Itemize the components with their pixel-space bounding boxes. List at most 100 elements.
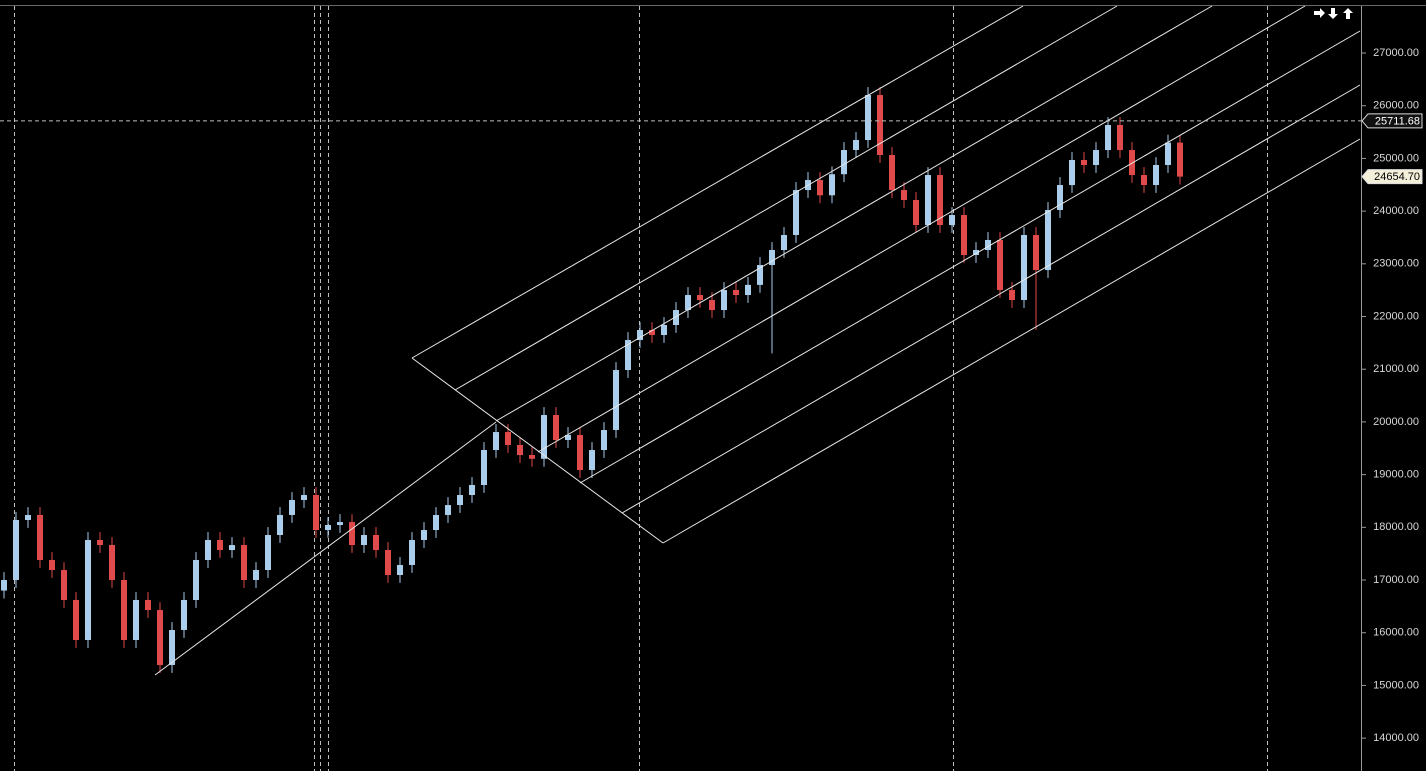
candle-body	[745, 284, 751, 296]
candle-body	[913, 199, 919, 226]
candle-body	[661, 325, 667, 336]
candle-body	[733, 290, 739, 296]
candle-body	[193, 559, 199, 600]
candle-body	[865, 95, 871, 141]
candle-body	[1165, 142, 1171, 166]
candle-body	[829, 174, 835, 196]
candle-body	[721, 290, 727, 311]
candle-body	[397, 564, 403, 576]
candle-body	[613, 370, 619, 431]
arrow-right[interactable]	[1314, 8, 1325, 18]
trend-line	[154, 421, 497, 676]
y-tick-label: 27000.00	[1373, 47, 1419, 59]
candle-body	[577, 434, 583, 471]
candle-body	[301, 495, 307, 501]
price-marker	[1361, 113, 1423, 129]
y-tick-label: 25000.00	[1373, 152, 1419, 164]
candle-body	[217, 540, 223, 551]
pitchfork[interactable]	[154, 5, 1361, 676]
y-tick-label: 21000.00	[1373, 363, 1419, 375]
candle-body	[349, 522, 355, 546]
candle-body	[313, 495, 319, 531]
candle-body	[961, 215, 967, 256]
candle-body	[625, 340, 631, 371]
candle-body	[673, 310, 679, 326]
candle-body	[157, 610, 163, 666]
candle-body	[601, 430, 607, 451]
candle-body	[37, 514, 43, 560]
candle-body	[997, 239, 1003, 291]
y-tick-label: 16000.00	[1373, 627, 1419, 639]
fork-line	[662, 138, 1361, 544]
candle-body	[925, 175, 931, 226]
candle-body	[61, 570, 67, 600]
candle-body	[13, 519, 19, 581]
candle-body	[1141, 175, 1147, 186]
fork-base	[411, 357, 664, 544]
candle-body	[1009, 290, 1015, 301]
candle-body	[709, 300, 715, 311]
y-tick-label: 20000.00	[1373, 416, 1419, 428]
candle-body	[1033, 234, 1039, 271]
arrow-up[interactable]	[1343, 8, 1353, 19]
fork-line	[495, 5, 1213, 422]
candle-body	[1081, 159, 1087, 166]
candle-body	[481, 450, 487, 485]
candle-body	[373, 535, 379, 551]
candle-body	[121, 580, 127, 640]
candle-body	[97, 540, 103, 546]
candle-body	[637, 330, 643, 341]
fork-line	[579, 30, 1361, 484]
candle-body	[1, 580, 7, 591]
candle-body	[1045, 210, 1051, 271]
candle-body	[205, 540, 211, 560]
candle-body	[409, 540, 415, 565]
candle-body	[49, 559, 55, 571]
candle-body	[265, 535, 271, 571]
candle-body	[385, 550, 391, 576]
candles	[1, 87, 1183, 673]
fork-line	[411, 5, 1024, 359]
candle-body	[1093, 150, 1099, 166]
y-tick-label: 17000.00	[1373, 574, 1419, 586]
candle-body	[133, 599, 139, 640]
candle-body	[325, 524, 331, 531]
arrow-down[interactable]	[1328, 8, 1338, 19]
candle-body	[457, 495, 463, 506]
candle-body	[241, 545, 247, 581]
candle-body	[181, 599, 187, 631]
nav-arrows[interactable]	[1314, 8, 1353, 19]
candle-body	[697, 295, 703, 301]
vertical-grid	[14, 6, 1268, 771]
y-tick-label: 14000.00	[1373, 732, 1419, 744]
candle-body	[553, 415, 559, 440]
candle-body	[73, 599, 79, 640]
candle-body	[469, 484, 475, 496]
candle-body	[169, 630, 175, 666]
candle-body	[853, 140, 859, 151]
candle-body	[817, 180, 823, 196]
candle-body	[781, 234, 787, 251]
candle-body	[433, 514, 439, 531]
candle-body	[973, 250, 979, 256]
candle-body	[1105, 125, 1111, 151]
candle-body	[361, 535, 367, 546]
candle-body	[877, 95, 883, 155]
candle-body	[901, 190, 907, 200]
y-tick-label: 22000.00	[1373, 310, 1419, 322]
candle-body	[541, 415, 547, 459]
candle-body	[1129, 150, 1135, 176]
candle-body	[85, 540, 91, 640]
candle-body	[337, 522, 343, 525]
fork-line	[454, 5, 1118, 391]
candle-body	[793, 190, 799, 235]
candle-body	[565, 434, 571, 440]
candle-body	[493, 432, 499, 451]
candle-body	[25, 514, 31, 520]
candle-body	[529, 455, 535, 459]
candle-body	[757, 265, 763, 285]
candle-body	[1069, 159, 1075, 186]
price-marker-label: 24654.70	[1374, 171, 1420, 183]
